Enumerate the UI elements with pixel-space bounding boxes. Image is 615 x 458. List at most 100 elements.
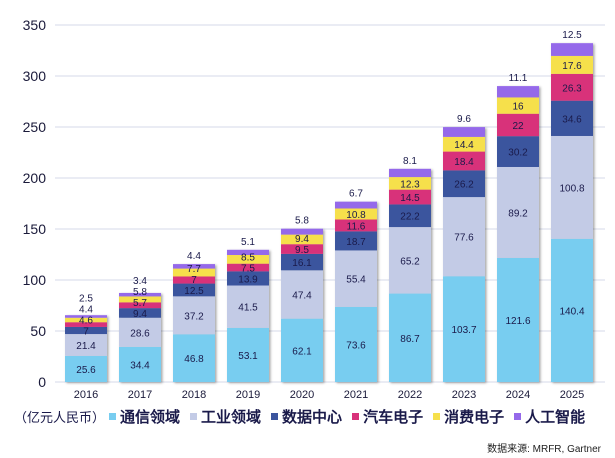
data-label: 100.8 [559, 183, 584, 194]
bar-segment [119, 346, 161, 382]
bar-segment [65, 326, 107, 335]
x-tick-label: 2021 [344, 389, 368, 400]
x-tick-label: 2019 [236, 389, 260, 400]
data-label: 4.4 [79, 304, 93, 315]
data-label: 73.6 [346, 340, 366, 351]
bar-segment [65, 315, 107, 318]
data-label: 140.4 [559, 306, 584, 317]
bar-segment [389, 227, 431, 294]
bar-segment [389, 204, 431, 228]
data-label: 26.2 [454, 180, 474, 191]
data-label: 55.4 [346, 275, 366, 286]
y-tick-label: 350 [23, 17, 47, 33]
bar-segment [443, 276, 485, 382]
bar-stack [227, 249, 269, 382]
legend-swatch [109, 413, 117, 420]
y-tick-label: 50 [30, 323, 46, 339]
bar-segment [443, 197, 485, 277]
source-note: 数据来源: MRFR, Gartner [487, 444, 601, 455]
bar-segment [497, 113, 539, 137]
y-tick-label: 250 [23, 119, 47, 135]
data-label: 28.6 [130, 328, 150, 339]
unit-label: （亿元人民币） [14, 411, 106, 426]
data-label: 12.5 [184, 286, 204, 297]
x-tick-label: 2016 [74, 389, 98, 400]
bar-segment [281, 228, 323, 235]
legend-item: 数据中心 [271, 406, 342, 427]
data-label: 34.6 [562, 114, 582, 125]
bar-stack [389, 168, 431, 382]
x-tick-label: 2017 [128, 389, 152, 400]
data-label: 9.4 [295, 234, 309, 245]
bar-segment [227, 255, 269, 264]
legend-item: 工业领域 [190, 406, 261, 427]
legend-swatch [352, 413, 360, 420]
bar-segment [335, 208, 377, 220]
x-tick-label: 2022 [398, 389, 422, 400]
data-label: 5.1 [241, 237, 255, 248]
bar-segment [335, 306, 377, 382]
bar-segment [281, 318, 323, 382]
data-label: 16.1 [292, 258, 312, 269]
bar-segment [281, 253, 323, 271]
legend-item: 汽车电子 [352, 406, 423, 427]
bar-segment [119, 292, 161, 297]
legend-label: 通信领域 [120, 409, 181, 426]
bar-segment [389, 168, 431, 178]
data-label: 34.4 [130, 360, 150, 371]
bar-segment [119, 308, 161, 318]
bar-segment [227, 249, 269, 256]
bar-segment [227, 285, 269, 328]
bar-segment [227, 263, 269, 272]
bar-segment [281, 270, 323, 319]
bar-segment [497, 257, 539, 382]
data-label: 3.4 [133, 276, 147, 287]
x-tick-label: 2018 [182, 389, 206, 400]
data-label: 86.7 [400, 334, 420, 345]
bar-segment [281, 244, 323, 254]
bar-segment [389, 177, 431, 190]
data-label: 14.4 [454, 140, 474, 151]
data-label: 13.9 [238, 274, 258, 285]
bar-segment [335, 231, 377, 251]
bar-segment [281, 234, 323, 245]
data-label: 11.1 [509, 73, 528, 84]
bar-segment [227, 271, 269, 286]
data-label: 30.2 [508, 148, 528, 159]
bar-segment [227, 327, 269, 382]
legend-label: 工业领域 [201, 409, 262, 426]
data-label: 7.7 [187, 264, 201, 275]
data-label: 8.5 [241, 252, 255, 263]
bar-segment [65, 355, 107, 382]
bar-segment [497, 86, 539, 98]
x-tick-label: 2020 [290, 389, 314, 400]
bar-segment [173, 334, 215, 382]
legend-swatch [433, 413, 441, 420]
data-label: 18.7 [346, 237, 366, 248]
bar-stack [281, 228, 323, 382]
data-label: 77.6 [454, 233, 474, 244]
legend-item: 消费电子 [433, 406, 504, 427]
y-tick-label: 150 [23, 221, 47, 237]
y-tick-label: 300 [23, 68, 47, 84]
legend-item: 通信领域 [109, 406, 180, 427]
bar-segment [497, 166, 539, 258]
data-label: 2.5 [79, 293, 93, 304]
data-label: 21.4 [76, 341, 96, 352]
data-label: 12.3 [400, 179, 420, 190]
bar-segment [173, 268, 215, 277]
legend-label: 消费电子 [444, 409, 505, 426]
data-label: 9.4 [133, 309, 147, 320]
bar-stack [335, 201, 377, 382]
legend: （亿元人民币） 通信领域 工业领域 数据中心 汽车电子 消费电子 人工智能 [14, 406, 595, 427]
bar-segment [389, 189, 431, 205]
data-label: 22 [512, 121, 524, 132]
bar-stack [443, 127, 485, 382]
data-label: 5.7 [133, 298, 147, 309]
legend-swatch [190, 413, 198, 420]
data-label: 10.8 [346, 210, 366, 221]
x-tick-label: 2024 [506, 389, 530, 400]
bar-segment [119, 302, 161, 309]
data-label: 22.2 [400, 212, 420, 223]
